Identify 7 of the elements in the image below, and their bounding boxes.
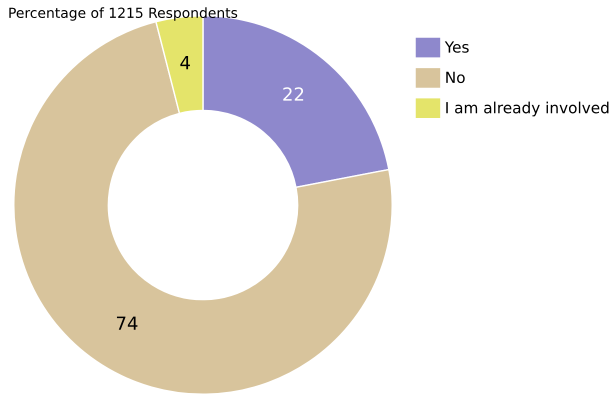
data-label: 4 bbox=[180, 56, 190, 70]
legend-label: Yes bbox=[444, 41, 469, 53]
legend-label: No bbox=[446, 72, 465, 84]
legend-label: I am already involved bbox=[446, 102, 608, 116]
chart-subtitle: Percentage of 1215 Respondents bbox=[9, 7, 238, 21]
data-label: 22 bbox=[283, 87, 304, 101]
data-label: 74 bbox=[116, 316, 138, 330]
